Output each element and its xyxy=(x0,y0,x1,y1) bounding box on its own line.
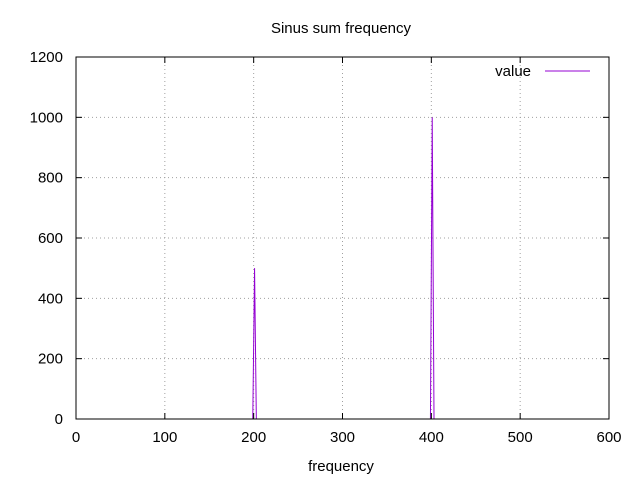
legend-label: value xyxy=(495,63,531,80)
x-tick-label: 100 xyxy=(152,429,177,446)
chart-title: Sinus sum frequency xyxy=(271,20,412,37)
legend: value xyxy=(495,63,590,80)
x-tick-label: 600 xyxy=(596,429,621,446)
y-tick-label: 0 xyxy=(55,411,63,428)
y-tick-label: 1200 xyxy=(30,49,63,66)
y-tick-label: 800 xyxy=(38,170,63,187)
x-axis-label: frequency xyxy=(308,458,374,475)
x-tick-label: 300 xyxy=(330,429,355,446)
x-tick-label: 500 xyxy=(508,429,533,446)
y-tick-label: 200 xyxy=(38,351,63,368)
x-tick-label: 200 xyxy=(241,429,266,446)
grid xyxy=(76,57,609,419)
y-tick-label: 400 xyxy=(38,290,63,307)
y-tick-label: 1000 xyxy=(30,109,63,126)
y-tick-label: 600 xyxy=(38,230,63,247)
axis-ticks: 0 100 200 300 400 500 600 0 200 400 600 800 1000 1200 xyxy=(30,49,622,446)
x-tick-label: 400 xyxy=(419,429,444,446)
x-tick-label: 0 xyxy=(72,429,80,446)
